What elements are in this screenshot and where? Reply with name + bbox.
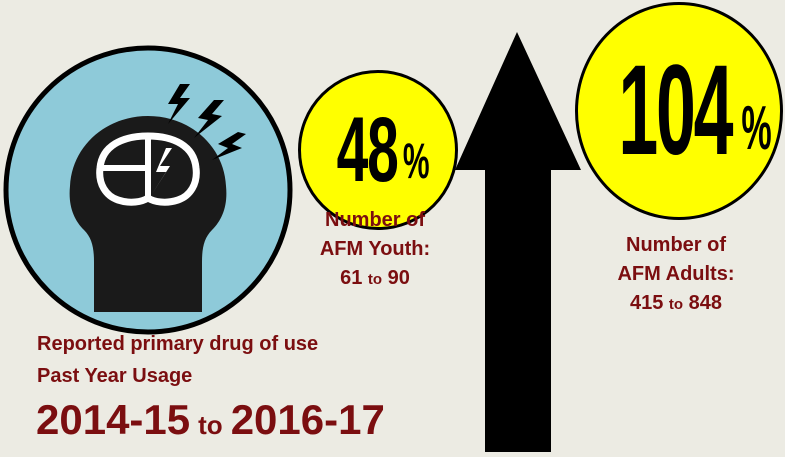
youth-percent-value: 48 [336, 99, 398, 201]
youth-percent-badge: 48 % [298, 70, 458, 230]
up-arrow-icon [455, 32, 583, 452]
youth-line1: Number of [325, 209, 425, 231]
adults-to: 848 [688, 292, 723, 314]
youth-from: 61 [340, 267, 363, 289]
head-with-lightning-brain-icon [2, 44, 294, 336]
youth-to: 90 [387, 267, 410, 289]
youth-stat-text: Number of AFM Youth: 61 to 90 [290, 206, 460, 294]
period-end: 2016-17 [230, 396, 385, 443]
caption-line1: Reported primary drug of use [37, 333, 319, 355]
youth-range: 61 to 90 [290, 264, 460, 294]
youth-percent-sign: % [402, 133, 430, 189]
caption: Reported primary drug of use Past Year U… [37, 328, 318, 392]
period-range: 2014-15 to 2016-17 [36, 396, 385, 449]
adults-stat-text: Number of AFM Adults: 415 to 848 [590, 231, 762, 319]
youth-to-word: to [367, 271, 383, 288]
adults-line1: Number of [626, 234, 726, 256]
adults-percent-badge: 104 % [575, 2, 783, 220]
adults-percent-value: 104 [618, 39, 733, 182]
adults-from: 415 [629, 292, 664, 314]
caption-line2: Past Year Usage [37, 365, 193, 387]
adults-percent-sign: % [741, 93, 772, 163]
adults-to-word: to [668, 296, 684, 313]
adults-range: 415 to 848 [590, 289, 762, 319]
period-start: 2014-15 [36, 396, 191, 443]
period-to-word: to [198, 410, 223, 440]
adults-line2: AFM Adults: [617, 263, 735, 285]
youth-line2: AFM Youth: [319, 238, 431, 260]
